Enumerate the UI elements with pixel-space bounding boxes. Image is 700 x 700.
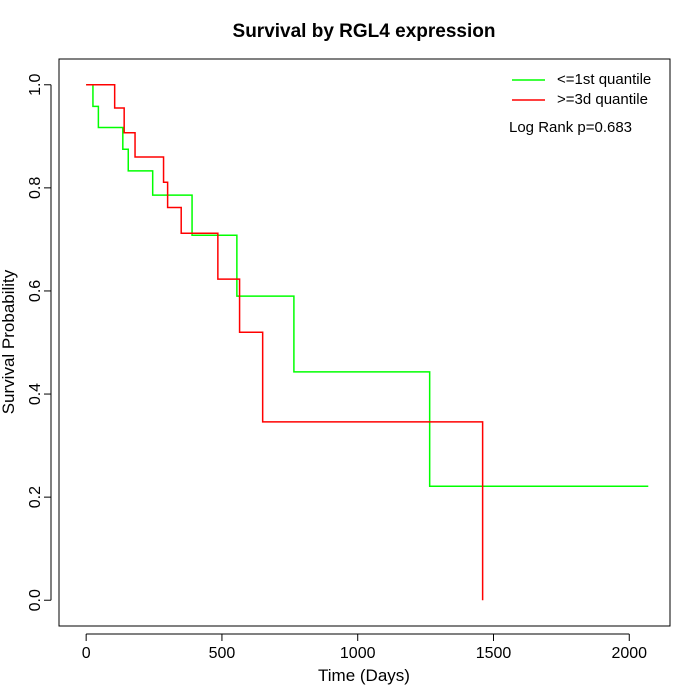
legend-label: <=1st quantile	[557, 71, 651, 88]
y-axis: 0.0 0.2 0.4 0.6 0.8 1.0	[27, 74, 52, 611]
x-tick-label: 2000	[611, 645, 647, 662]
log-rank-annotation: Log Rank p=0.683	[509, 119, 632, 136]
series-line-1	[86, 84, 484, 601]
y-tick-label: 0.0	[27, 589, 44, 611]
x-tick-label: 500	[209, 645, 236, 662]
legend-label: >=3d quantile	[557, 91, 648, 108]
series-layer	[86, 84, 649, 601]
y-tick-label: 0.8	[27, 177, 44, 199]
x-tick-label: 1000	[340, 645, 376, 662]
y-tick-label: 0.2	[27, 486, 44, 508]
chart-title: Survival by RGL4 expression	[233, 21, 496, 42]
y-tick-label: 0.6	[27, 280, 44, 302]
plot-frame	[58, 58, 671, 627]
x-tick-label: 0	[82, 645, 91, 662]
legend: <=1st quantile >=3d quantile	[512, 71, 651, 108]
x-axis: 0 500 1000 1500 2000	[82, 633, 647, 662]
x-tick-label: 1500	[476, 645, 512, 662]
y-tick-label: 1.0	[27, 74, 44, 96]
x-axis-label: Time (Days)	[318, 666, 410, 685]
series-line-0	[86, 84, 649, 488]
y-tick-label: 0.4	[27, 383, 44, 405]
y-axis-label: Survival Probability	[0, 269, 18, 414]
